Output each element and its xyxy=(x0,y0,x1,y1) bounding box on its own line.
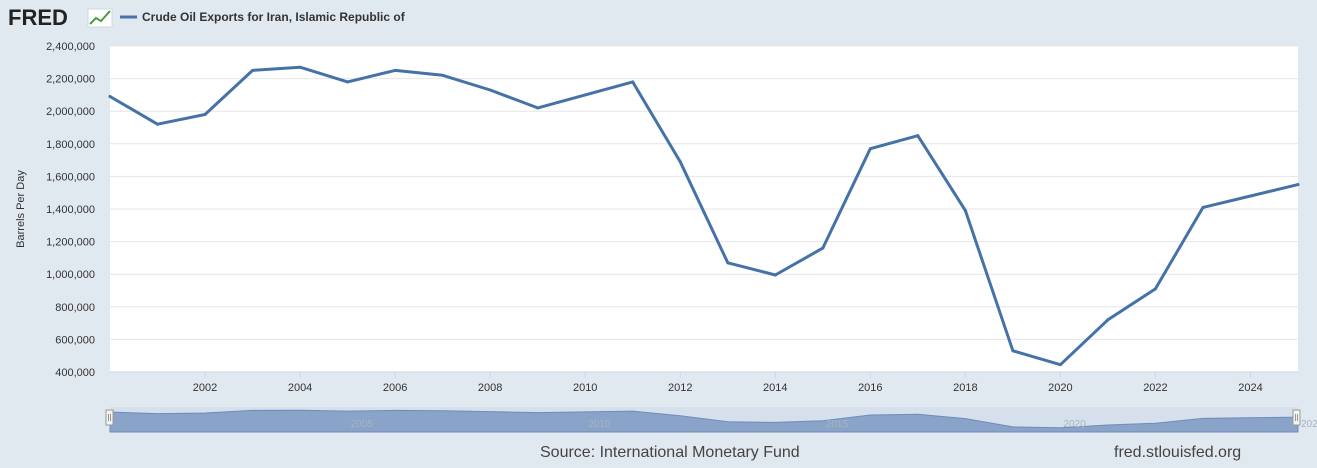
data-point xyxy=(203,112,207,116)
data-point xyxy=(1201,205,1205,209)
data-point xyxy=(1058,363,1062,367)
y-axis-label: Barrels Per Day xyxy=(15,170,27,248)
data-point xyxy=(678,160,682,164)
y-tick-label: 1,200,000 xyxy=(46,237,95,249)
x-tick-label: 2002 xyxy=(193,382,217,394)
legend-label: Crude Oil Exports for Iran, Islamic Repu… xyxy=(142,10,406,24)
navigator-tick-label: 2020 xyxy=(1063,419,1086,430)
data-point xyxy=(821,246,825,250)
data-point xyxy=(441,73,445,77)
x-tick-label: 2014 xyxy=(763,382,787,394)
x-tick-label: 2012 xyxy=(668,382,692,394)
fred-logo[interactable]: FRED xyxy=(8,5,113,30)
navigator-ticks: 2005 2010 2015 2020 202 xyxy=(351,419,1317,430)
y-tick-label: 1,400,000 xyxy=(46,204,95,216)
y-tick-label: 400,000 xyxy=(55,367,95,379)
y-tick-label: 2,200,000 xyxy=(46,74,95,86)
y-tick-label: 2,000,000 xyxy=(46,106,95,118)
legend: Crude Oil Exports for Iran, Islamic Repu… xyxy=(120,10,406,24)
navigator-tick-label: 2015 xyxy=(826,419,849,430)
data-point xyxy=(488,88,492,92)
x-axis: 2002 2004 2006 2008 2010 2012 2014 2016 2018 2020… xyxy=(110,371,1298,394)
data-point xyxy=(393,68,397,72)
x-tick-label: 2006 xyxy=(383,382,407,394)
navigator-left-handle[interactable] xyxy=(105,409,114,426)
data-point xyxy=(108,95,112,99)
source-note: Source: International Monetary Fund xyxy=(540,444,800,461)
x-tick-label: 2018 xyxy=(953,382,977,394)
y-axis: 400,000 600,000 800,000 1,000,000 1,200,000 1… xyxy=(46,41,95,379)
y-tick-label: 800,000 xyxy=(55,302,95,314)
navigator[interactable]: 2005 2010 2015 2020 202 xyxy=(105,407,1317,433)
data-point xyxy=(536,106,540,110)
data-point xyxy=(963,209,967,213)
navigator-tick-label: 202 xyxy=(1301,419,1317,430)
x-tick-label: 2020 xyxy=(1048,382,1072,394)
data-point xyxy=(1248,194,1252,198)
y-tick-label: 1,600,000 xyxy=(46,171,95,183)
series-line xyxy=(108,65,1300,367)
data-point xyxy=(773,273,777,277)
data-point xyxy=(346,80,350,84)
site-link[interactable]: fred.stlouisfed.org xyxy=(1114,444,1242,461)
data-point xyxy=(298,65,302,69)
data-point xyxy=(251,68,255,72)
y-tick-label: 1,000,000 xyxy=(46,269,95,281)
navigator-series xyxy=(109,409,1299,433)
data-point xyxy=(1296,183,1300,187)
data-point xyxy=(583,93,587,97)
x-tick-label: 2016 xyxy=(858,382,882,394)
x-tick-label: 2024 xyxy=(1238,382,1262,394)
x-tick-label: 2004 xyxy=(288,382,312,394)
data-point xyxy=(1153,287,1157,291)
series-layer xyxy=(108,65,1300,367)
fred-logo-text: FRED xyxy=(8,5,68,30)
y-tick-label: 1,800,000 xyxy=(46,139,95,151)
y-tick-label: 600,000 xyxy=(55,334,95,346)
x-tick-label: 2008 xyxy=(478,382,502,394)
data-point xyxy=(631,80,635,84)
data-point xyxy=(1011,349,1015,353)
data-point xyxy=(916,134,920,138)
navigator-right-handle[interactable] xyxy=(1292,409,1301,426)
data-point xyxy=(868,147,872,151)
x-tick-label: 2022 xyxy=(1143,382,1167,394)
trend-line-icon xyxy=(87,8,113,28)
navigator-tick-label: 2005 xyxy=(351,419,374,430)
data-point xyxy=(156,122,160,126)
data-point xyxy=(1106,318,1110,322)
data-point xyxy=(726,261,730,265)
x-tick-label: 2010 xyxy=(573,382,597,394)
navigator-tick-label: 2010 xyxy=(588,419,611,430)
y-tick-label: 2,400,000 xyxy=(46,41,95,53)
